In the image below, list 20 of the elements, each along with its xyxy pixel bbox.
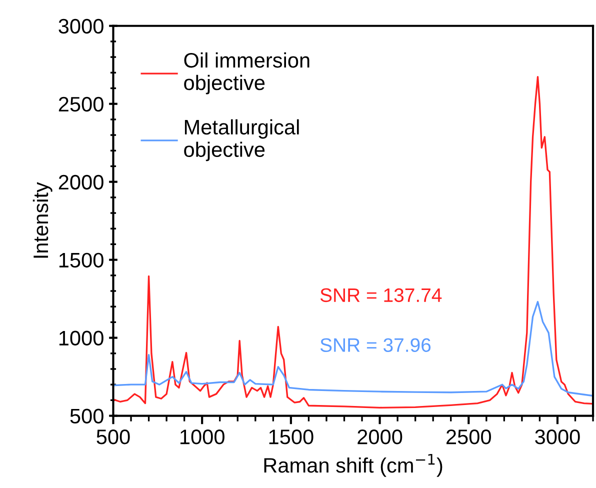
y-tick-label: 1500: [59, 252, 104, 268]
x-tick-label: 3000: [535, 430, 580, 444]
annotation: SNR = 37.96: [320, 338, 431, 352]
y-tick-label: 2500: [58, 96, 104, 112]
x-tick-label: 1500: [269, 430, 314, 444]
y-tick-label: 2000: [58, 174, 104, 190]
x-tick-label: 2500: [446, 430, 491, 444]
legend-label: Metallurgical objective: [184, 119, 299, 162]
line-series: [113, 76, 594, 408]
x-tick-label: 1000: [180, 430, 224, 444]
x-tick-label: 2000: [358, 430, 402, 444]
annotation: SNR = 137.74: [320, 288, 442, 302]
y-axis-title: Intensity: [32, 182, 52, 258]
line-series: [113, 300, 594, 397]
legend-label: Oil immersion objective: [184, 52, 310, 94]
y-tick-label: 3000: [58, 18, 104, 34]
y-tick-label: 500: [70, 408, 104, 424]
y-tick-label: 1000: [59, 330, 104, 346]
x-axis-title: Raman shift (cm$^{−1}$): [264, 454, 442, 477]
x-tick-label: 500: [96, 430, 130, 444]
